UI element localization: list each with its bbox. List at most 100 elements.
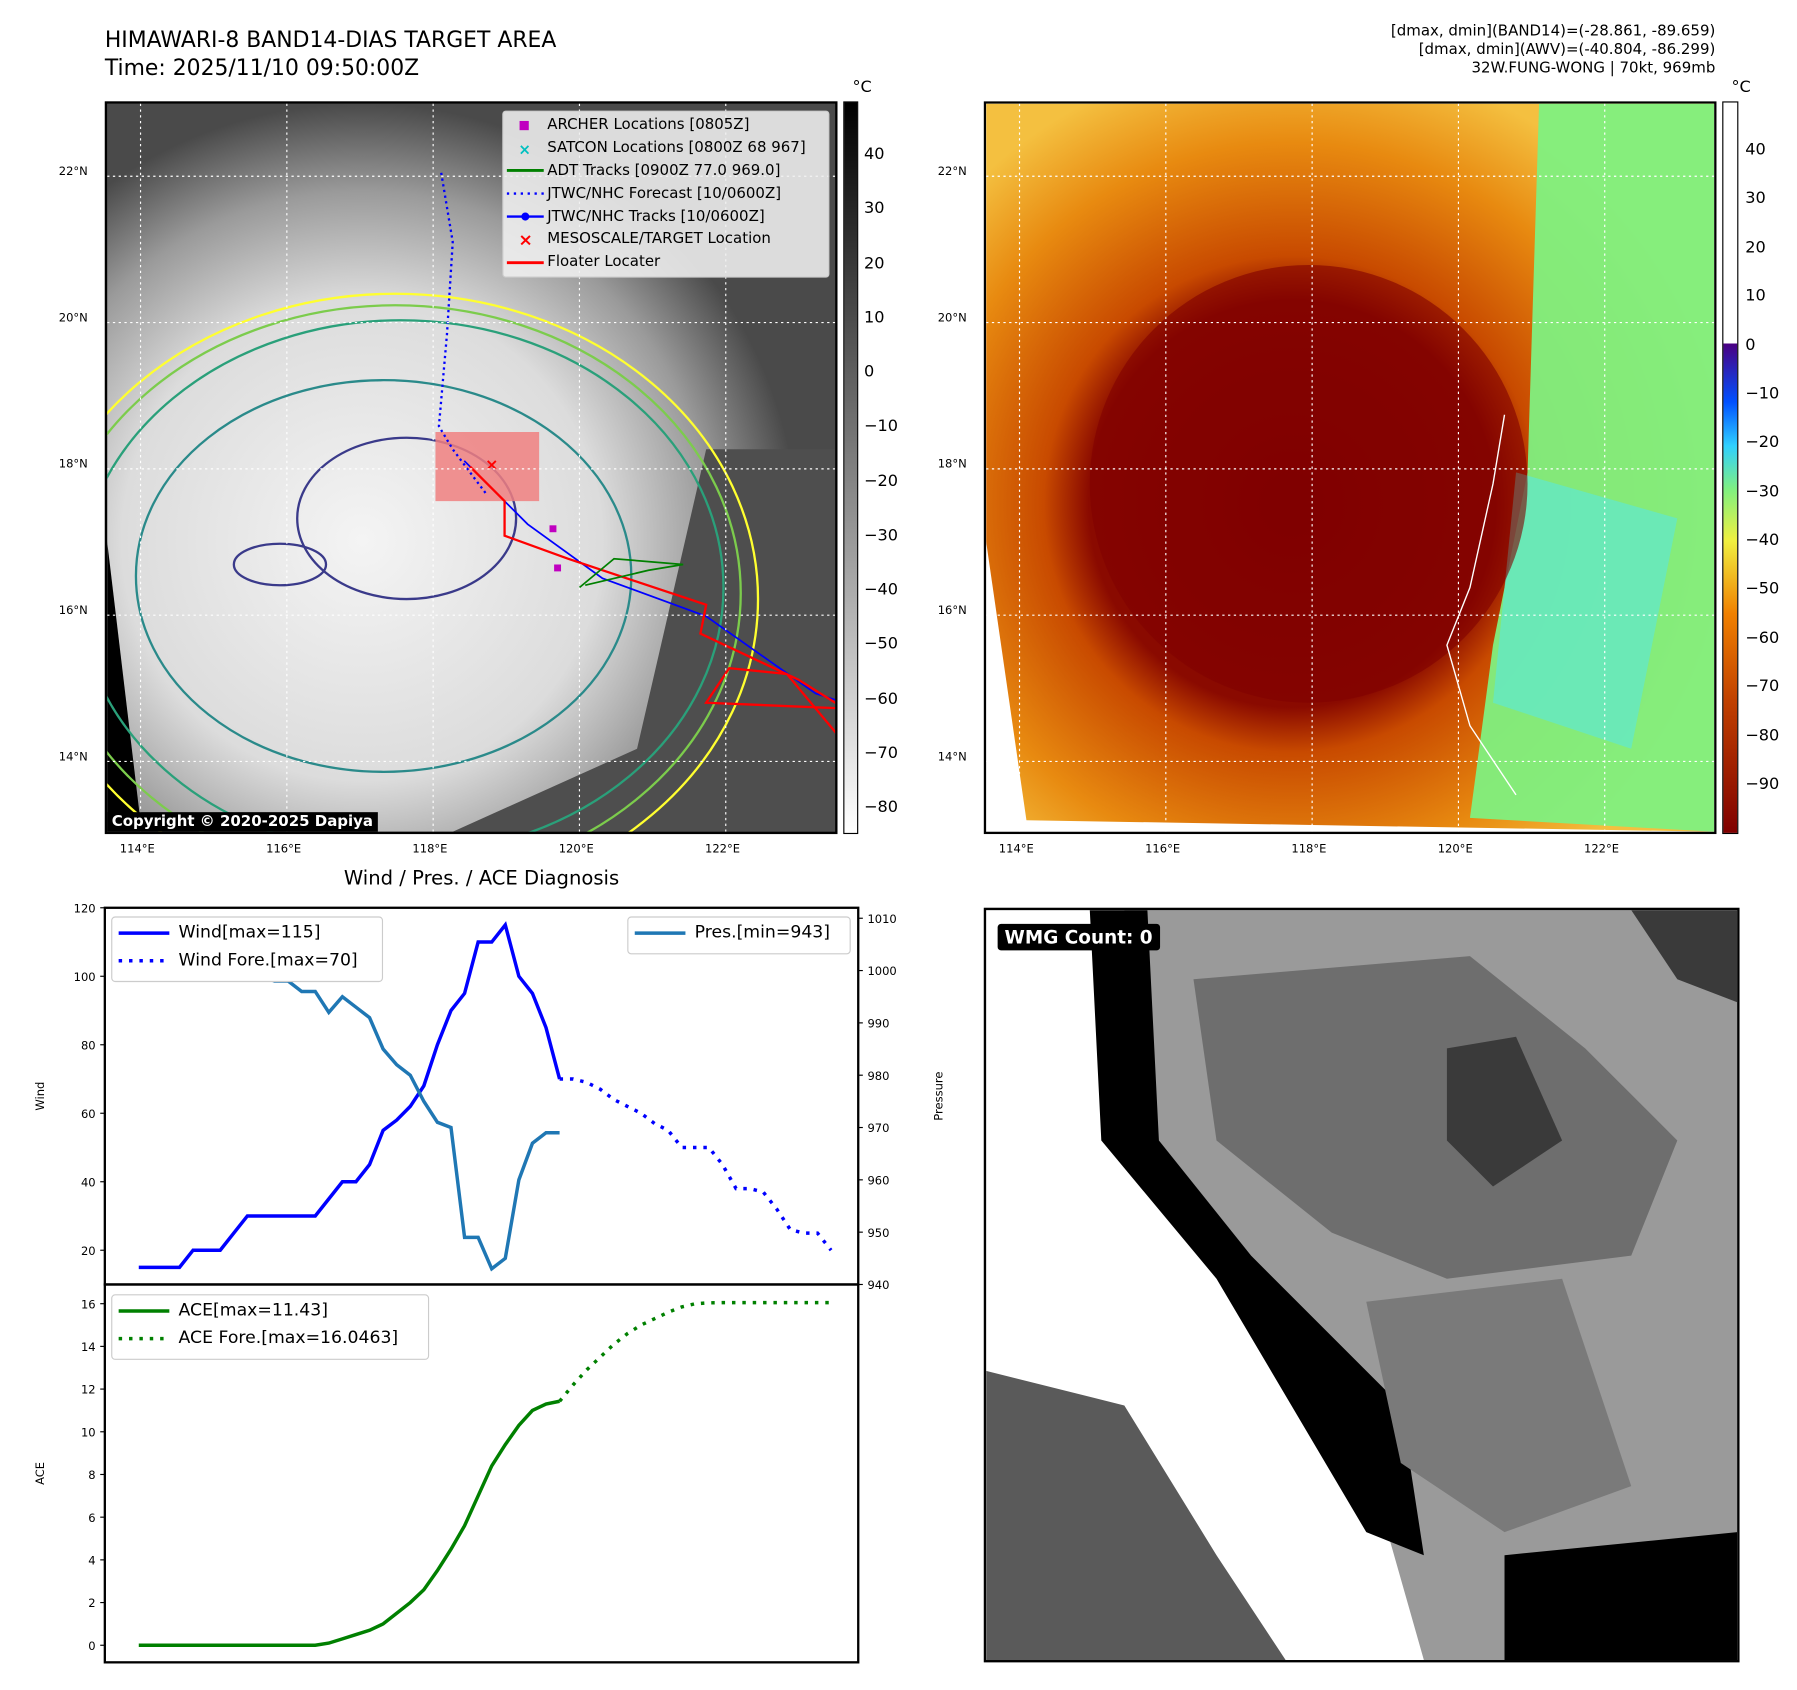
colorbar-tick: 40 bbox=[863, 145, 885, 164]
colorbar-left bbox=[843, 101, 859, 835]
lon-label: 118°E bbox=[1291, 843, 1327, 856]
colorbar-tick: −90 bbox=[1745, 775, 1780, 794]
y-tick-label: 60 bbox=[81, 1107, 96, 1121]
legend-label: JTWC/NHC Tracks [10/0600Z] bbox=[547, 208, 765, 226]
legend-dotted-icon bbox=[503, 183, 547, 204]
colorbar-tick: −70 bbox=[1745, 677, 1780, 697]
wmg-image bbox=[986, 910, 1738, 1661]
lon-label: 122°E bbox=[705, 843, 741, 856]
svg-text:×: × bbox=[485, 455, 499, 474]
lon-label: 116°E bbox=[1145, 843, 1181, 856]
lat-label: 20°N bbox=[937, 312, 967, 325]
y-right-axis-label: Pressure bbox=[931, 1072, 945, 1121]
colorbar-tick: −30 bbox=[1745, 482, 1780, 501]
lat-label: 16°N bbox=[58, 604, 88, 618]
colorbar-tick: 0 bbox=[1745, 335, 1756, 355]
colorbar-tick: −50 bbox=[863, 635, 899, 654]
lat-label: 16°N bbox=[937, 604, 967, 618]
lon-label: 116°E bbox=[266, 843, 302, 856]
colorbar-tick: 30 bbox=[863, 199, 885, 219]
y-right-tick-label: 940 bbox=[867, 1278, 889, 1292]
colorbar-tick: −50 bbox=[1745, 579, 1780, 599]
wmg-panel: WMG Count: 0 bbox=[983, 907, 1740, 1663]
legend-item: Floater Locater bbox=[503, 251, 828, 274]
lon-label: 114°E bbox=[119, 843, 155, 856]
legend-item: × SATCON Locations [0800Z 68 967] bbox=[503, 137, 828, 160]
y-right-tick-label: 980 bbox=[867, 1069, 889, 1083]
y-right-tick-label: 950 bbox=[867, 1226, 889, 1240]
colorbar-tick: 20 bbox=[863, 254, 885, 273]
y-right-tick-label: 1000 bbox=[867, 964, 896, 978]
y-tick-label: 80 bbox=[81, 1038, 96, 1052]
y-tick-label: 6 bbox=[88, 1511, 95, 1525]
y-tick-label: 8 bbox=[88, 1468, 95, 1482]
plot-frame bbox=[103, 1283, 860, 1664]
colorbar-left-unit: °C bbox=[852, 78, 872, 97]
y-axis-label: Wind bbox=[33, 1082, 47, 1111]
y-tick-label: 14 bbox=[81, 1340, 96, 1354]
colorbar-tick: 30 bbox=[1745, 189, 1766, 208]
legend-item: JTWC/NHC Forecast [10/0600Z] bbox=[503, 182, 828, 205]
legend-item: JTWC/NHC Tracks [10/0600Z] bbox=[503, 205, 828, 228]
colorbar-right-unit: °C bbox=[1731, 78, 1751, 97]
lat-label: 18°N bbox=[58, 458, 88, 472]
lon-label: 120°E bbox=[558, 843, 594, 856]
colorbar-tick: 40 bbox=[1745, 140, 1766, 159]
figure-time: Time: 2025/11/10 09:50:00Z bbox=[104, 55, 420, 81]
legend-item: × MESOSCALE/TARGET Location bbox=[503, 228, 828, 251]
legend-label: MESOSCALE/TARGET Location bbox=[547, 230, 771, 249]
colorbar-tick: −10 bbox=[863, 417, 899, 436]
y-right-tick-label: 990 bbox=[867, 1016, 889, 1030]
lat-label: 20°N bbox=[58, 312, 88, 325]
y-right-tick-label: 960 bbox=[867, 1173, 889, 1187]
y-right-tick-label: 1010 bbox=[867, 912, 896, 926]
y-tick-label: 16 bbox=[81, 1297, 96, 1311]
series-line-1 bbox=[558, 1300, 832, 1403]
awv-enhanced-map[interactable] bbox=[983, 101, 1717, 835]
legend-line-dot-icon bbox=[503, 206, 547, 227]
legend-line-icon bbox=[503, 161, 547, 182]
colorbar-tick: −20 bbox=[1745, 433, 1780, 452]
y-tick-label: 2 bbox=[88, 1596, 95, 1610]
chart-legend-label: Pres.[min=943] bbox=[695, 923, 830, 943]
chart-legend bbox=[111, 916, 384, 983]
y-tick-label: 0 bbox=[88, 1639, 95, 1653]
legend-x-icon: × bbox=[503, 138, 547, 159]
lon-label: 114°E bbox=[998, 843, 1034, 856]
y-tick-label: 10 bbox=[81, 1425, 96, 1439]
chart-legend-label: ACE Fore.[max=16.0463] bbox=[179, 1328, 399, 1348]
awv-map-graphic bbox=[986, 103, 1715, 832]
legend-label: ARCHER Locations [0805Z] bbox=[547, 116, 750, 135]
colorbar-tick: −80 bbox=[1745, 726, 1780, 745]
chart-legend-label: Wind Fore.[max=70] bbox=[179, 950, 358, 970]
legend-label: ADT Tracks [0900Z 77.0 969.0] bbox=[547, 162, 781, 180]
colorbar-tick: −80 bbox=[863, 798, 899, 817]
diagnosis-charts: 20406080100120Wind9409509609709809901000… bbox=[33, 867, 945, 1664]
svg-text:×: × bbox=[518, 140, 531, 158]
y-tick-label: 120 bbox=[74, 901, 96, 915]
y-tick-label: 4 bbox=[88, 1553, 95, 1567]
colorbar-tick: −70 bbox=[863, 743, 899, 763]
colorbar-tick: −40 bbox=[1745, 531, 1780, 550]
legend-line-icon bbox=[503, 252, 547, 273]
colorbar-tick: −10 bbox=[1745, 384, 1780, 404]
colorbar-tick: 20 bbox=[1745, 238, 1766, 257]
lat-label: 18°N bbox=[937, 458, 967, 472]
ir-satellite-map[interactable]: × Copyright © 2020-2025 Dapiya ARCHER Lo… bbox=[104, 101, 838, 835]
chart-legend-label: Wind[max=115] bbox=[179, 923, 321, 943]
legend-item: ADT Tracks [0900Z 77.0 969.0] bbox=[503, 160, 828, 183]
lat-label: 14°N bbox=[58, 751, 88, 764]
awv-range: [dmax, dmin](AWV)=(-40.804, -86.299) bbox=[1418, 41, 1716, 59]
colorbar-tick: 10 bbox=[1745, 287, 1766, 306]
chart-title: Wind / Pres. / ACE Diagnosis bbox=[344, 867, 619, 890]
storm-info: 32W.FUNG-WONG | 70kt, 969mb bbox=[1471, 59, 1716, 78]
colorbar-tick: −60 bbox=[863, 689, 899, 708]
lat-label: 22°N bbox=[58, 165, 88, 179]
colorbar-tick: −20 bbox=[863, 471, 899, 491]
lon-label: 122°E bbox=[1583, 843, 1620, 856]
series-line-0 bbox=[138, 921, 562, 1270]
copyright-label: Copyright © 2020-2025 Dapiya bbox=[107, 812, 378, 832]
legend-label: Floater Locater bbox=[547, 253, 661, 271]
y-tick-label: 40 bbox=[81, 1175, 96, 1189]
series-line-0 bbox=[138, 1399, 560, 1647]
